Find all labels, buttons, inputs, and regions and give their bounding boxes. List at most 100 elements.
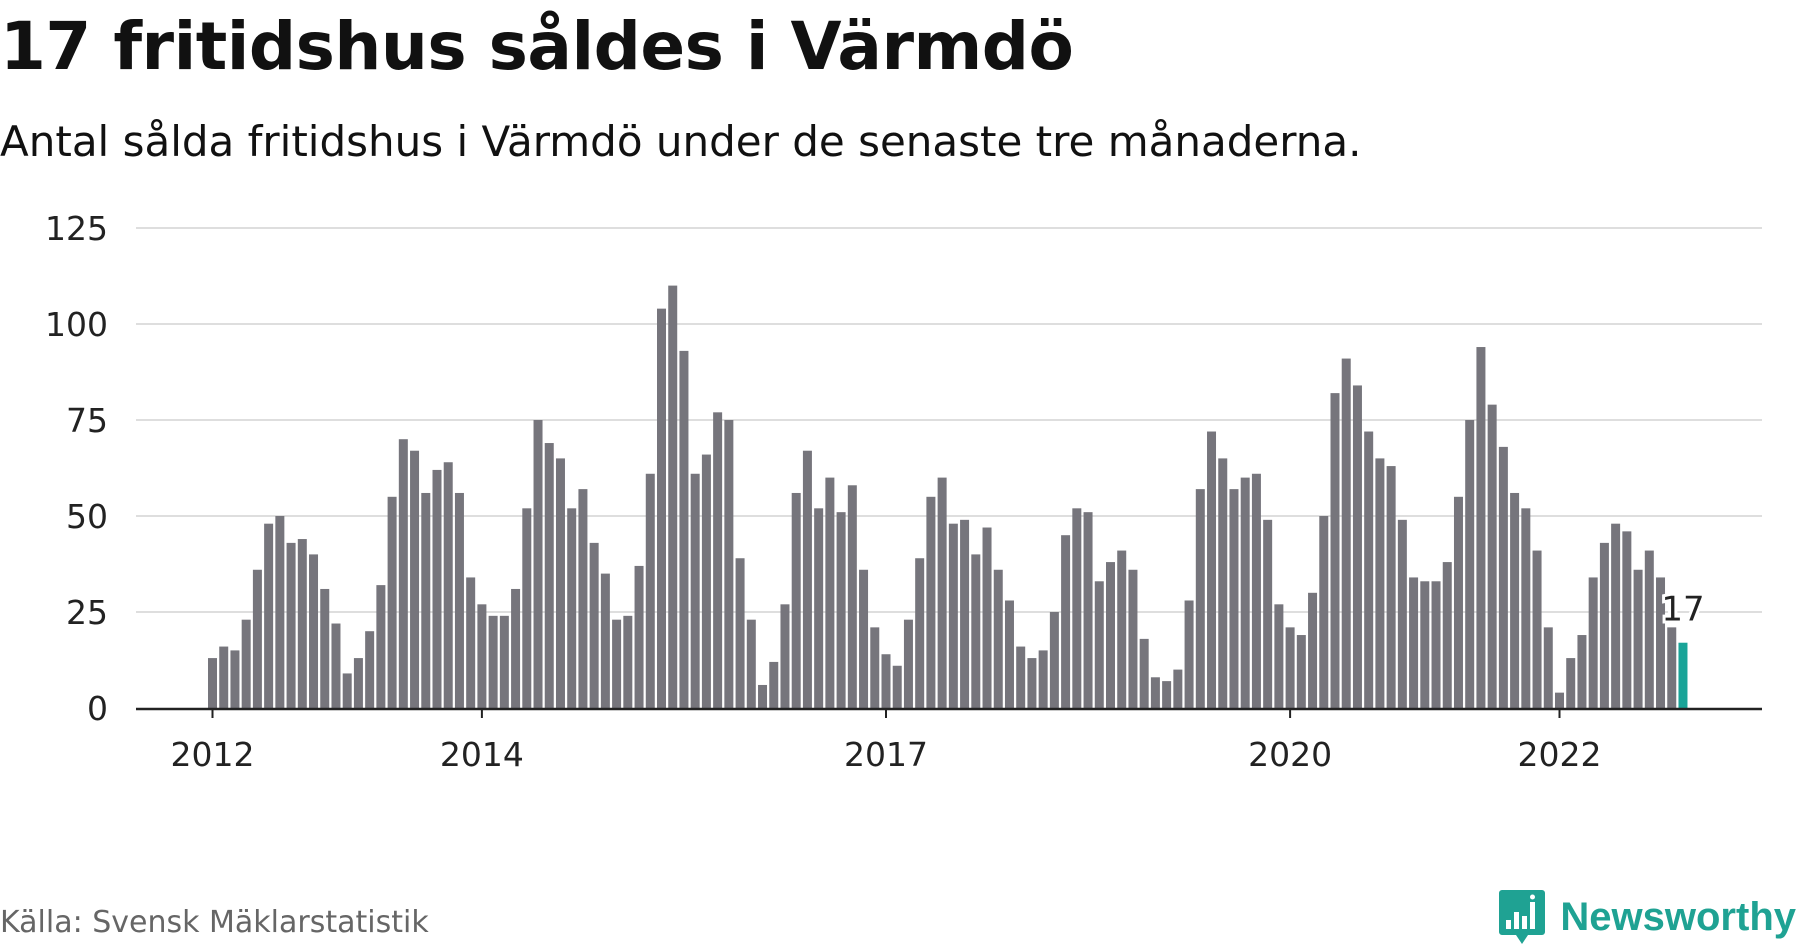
bar: [1442, 562, 1452, 708]
bar: [769, 661, 779, 708]
bar: [353, 658, 363, 708]
bar: [948, 523, 958, 708]
bar: [1431, 581, 1441, 708]
bar: [1453, 496, 1463, 708]
bar: [342, 673, 352, 708]
bar: [993, 569, 1003, 708]
x-tick-label: 2014: [440, 735, 524, 774]
bar: [1195, 489, 1205, 708]
bar: [555, 458, 565, 708]
bar: [1319, 516, 1329, 708]
x-axis: [136, 707, 1762, 718]
bar: [1106, 562, 1115, 708]
y-tick-label: 0: [87, 689, 108, 728]
bar: [1375, 458, 1385, 708]
y-tick-labels: 0 25 50 75 100 125: [45, 209, 108, 728]
bar: [1555, 692, 1564, 708]
bar: [533, 420, 543, 708]
bar: [331, 623, 341, 708]
bar: [1049, 612, 1059, 708]
bar: [1409, 577, 1419, 708]
bar: [758, 684, 768, 708]
bar: [1218, 458, 1228, 708]
highlight-value-label: 17: [1661, 590, 1704, 630]
bars: [208, 285, 1688, 708]
bar: [1521, 508, 1531, 708]
bar: [443, 462, 453, 708]
bar: [1476, 347, 1486, 708]
bar: [915, 558, 925, 708]
bar: [1162, 681, 1172, 708]
bar-highlight: [1678, 642, 1688, 708]
bar: [701, 454, 711, 708]
bar: [589, 542, 599, 708]
bar: [297, 539, 307, 708]
bar: [960, 519, 970, 708]
bar: [836, 512, 846, 708]
bar: [1487, 404, 1497, 708]
bar: [937, 477, 947, 708]
bar: [1128, 569, 1138, 708]
bar: [1072, 508, 1082, 708]
bar: [623, 615, 633, 708]
bar: [544, 443, 554, 708]
bar: [1510, 492, 1520, 708]
bar: [1016, 646, 1026, 708]
bar: [454, 492, 464, 708]
bar: [1263, 519, 1273, 708]
bar: [1588, 577, 1598, 708]
bar: [1004, 600, 1014, 708]
bar: [499, 615, 509, 708]
y-tick-label: 125: [45, 209, 108, 248]
bar: [859, 569, 869, 708]
bar: [511, 588, 521, 708]
bar: [825, 477, 835, 708]
bar: [1633, 569, 1643, 708]
bar: [1577, 635, 1587, 708]
x-tick-label: 2022: [1518, 735, 1602, 774]
bar: [780, 604, 790, 708]
bar: [1184, 600, 1194, 708]
bar: [791, 492, 801, 708]
bar: [376, 585, 386, 708]
bar: [746, 619, 756, 708]
bar: [814, 508, 824, 708]
x-tick-label: 2017: [844, 735, 928, 774]
bar: [286, 542, 296, 708]
y-tick-label: 75: [66, 401, 108, 440]
bar: [1117, 550, 1127, 708]
bar: [1173, 669, 1183, 708]
bar: [1397, 519, 1407, 708]
x-tick-label: 2020: [1248, 735, 1332, 774]
bar: [320, 588, 330, 708]
bar: [1207, 431, 1217, 708]
bar: [264, 523, 274, 708]
bar: [1532, 550, 1542, 708]
bar: [1027, 658, 1037, 708]
bar: [612, 619, 622, 708]
x-tick-labels: 2012 2014 2017 2020 2022: [171, 735, 1602, 774]
bar: [410, 450, 420, 708]
annotations: 17: [1658, 587, 1707, 633]
bar: [208, 658, 217, 708]
bar: [387, 496, 397, 708]
bar: [1094, 581, 1104, 708]
bar: [679, 350, 689, 708]
bar: [724, 420, 734, 708]
bar: [219, 646, 229, 708]
bar: [645, 473, 655, 708]
bar: [578, 489, 588, 708]
bar: [309, 554, 319, 708]
bar: [1083, 512, 1093, 708]
bar: [241, 619, 251, 708]
y-tick-label: 50: [66, 497, 108, 536]
bar: [1644, 550, 1654, 708]
bar: [1566, 658, 1576, 708]
bar: [870, 627, 880, 708]
bar: [600, 573, 610, 708]
brand-logo: Newsworthy: [1498, 888, 1796, 946]
bar: [1341, 358, 1351, 708]
bar: [1330, 393, 1340, 708]
bar: [252, 569, 262, 708]
bar: [1139, 638, 1149, 708]
